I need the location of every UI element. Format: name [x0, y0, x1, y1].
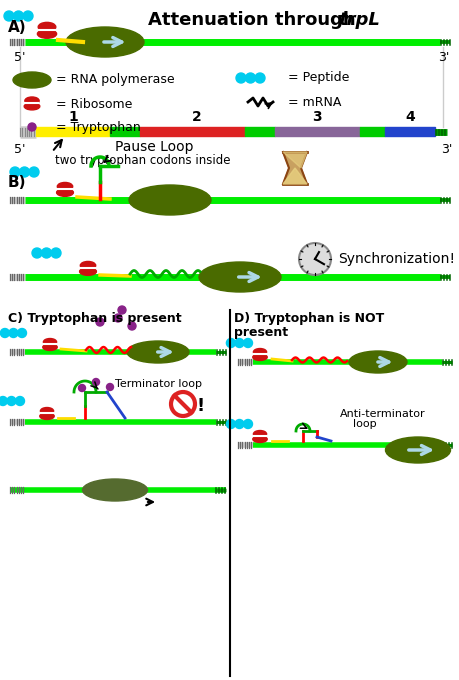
Circle shape: [298, 243, 330, 275]
Circle shape: [9, 328, 18, 337]
Text: 5': 5': [14, 51, 26, 64]
Text: B): B): [8, 175, 27, 190]
Ellipse shape: [252, 436, 267, 443]
Circle shape: [7, 396, 16, 405]
Circle shape: [114, 314, 122, 322]
Text: Terminator loop: Terminator loop: [115, 379, 202, 389]
Ellipse shape: [253, 430, 266, 437]
Circle shape: [235, 420, 243, 428]
Ellipse shape: [82, 479, 147, 501]
Circle shape: [32, 248, 42, 258]
Text: Pause Loop: Pause Loop: [115, 140, 193, 154]
Text: !: !: [196, 397, 205, 415]
Polygon shape: [282, 168, 306, 184]
Ellipse shape: [43, 339, 56, 345]
Text: loop: loop: [352, 419, 376, 429]
Text: present: present: [234, 326, 287, 339]
Bar: [110, 127, 140, 136]
Text: = Tryptophan: = Tryptophan: [56, 120, 140, 133]
Circle shape: [0, 396, 7, 405]
Bar: [140, 127, 245, 136]
Circle shape: [23, 11, 33, 21]
Bar: [359, 127, 384, 136]
Polygon shape: [282, 152, 306, 168]
Circle shape: [128, 322, 136, 330]
Text: Synchronization!: Synchronization!: [337, 252, 454, 266]
Circle shape: [51, 248, 61, 258]
Text: A): A): [8, 20, 27, 35]
Ellipse shape: [24, 103, 40, 110]
Text: Attenuation through: Attenuation through: [148, 11, 361, 29]
Ellipse shape: [253, 349, 266, 356]
Circle shape: [17, 328, 27, 337]
Circle shape: [29, 167, 39, 177]
Circle shape: [118, 306, 126, 314]
Ellipse shape: [57, 182, 73, 190]
Circle shape: [92, 379, 99, 386]
Circle shape: [226, 339, 235, 347]
Bar: [274, 127, 359, 136]
Ellipse shape: [13, 72, 51, 88]
Text: = mRNA: = mRNA: [287, 97, 341, 109]
Ellipse shape: [40, 413, 54, 420]
Circle shape: [28, 123, 36, 131]
Ellipse shape: [80, 261, 95, 269]
Circle shape: [245, 73, 255, 83]
Circle shape: [19, 167, 29, 177]
Circle shape: [226, 420, 235, 428]
Ellipse shape: [385, 437, 449, 463]
Text: 1: 1: [68, 110, 78, 124]
Ellipse shape: [252, 354, 267, 360]
Circle shape: [243, 339, 252, 347]
Bar: [384, 127, 434, 136]
Text: = RNA polymerase: = RNA polymerase: [56, 73, 174, 86]
Text: Anti-terminator: Anti-terminator: [339, 409, 425, 419]
Text: = Ribosome: = Ribosome: [56, 97, 132, 110]
Ellipse shape: [43, 344, 57, 350]
Bar: [245, 127, 274, 136]
Polygon shape: [282, 152, 306, 168]
Circle shape: [78, 384, 85, 392]
Text: C) Tryptophan is present: C) Tryptophan is present: [8, 312, 181, 325]
Circle shape: [106, 384, 113, 390]
Circle shape: [41, 248, 51, 258]
Text: 3': 3': [440, 143, 452, 156]
Text: 4: 4: [404, 110, 414, 124]
Circle shape: [243, 420, 252, 428]
Text: two tryptophan codons inside: two tryptophan codons inside: [55, 154, 230, 167]
Ellipse shape: [40, 407, 54, 415]
Circle shape: [96, 318, 104, 326]
Text: 3: 3: [312, 110, 321, 124]
Ellipse shape: [127, 341, 189, 363]
Text: 2: 2: [192, 110, 202, 124]
Text: trpL: trpL: [337, 11, 379, 29]
Circle shape: [13, 11, 23, 21]
Circle shape: [0, 328, 9, 337]
Circle shape: [254, 73, 264, 83]
Circle shape: [235, 73, 246, 83]
Circle shape: [4, 11, 14, 21]
Text: 5': 5': [14, 143, 26, 156]
Polygon shape: [282, 168, 306, 184]
Ellipse shape: [199, 262, 280, 292]
Ellipse shape: [25, 97, 39, 105]
Text: 3': 3': [437, 51, 449, 64]
Ellipse shape: [66, 27, 144, 57]
Text: = Peptide: = Peptide: [287, 71, 349, 84]
Circle shape: [235, 339, 243, 347]
Ellipse shape: [348, 351, 406, 373]
Circle shape: [10, 167, 20, 177]
Ellipse shape: [37, 29, 56, 38]
Bar: [36, 127, 110, 136]
Ellipse shape: [38, 22, 56, 32]
Ellipse shape: [79, 268, 96, 275]
Circle shape: [16, 396, 24, 405]
Text: D) Tryptophan is NOT: D) Tryptophan is NOT: [234, 312, 383, 325]
Ellipse shape: [56, 188, 73, 197]
Ellipse shape: [129, 185, 211, 215]
